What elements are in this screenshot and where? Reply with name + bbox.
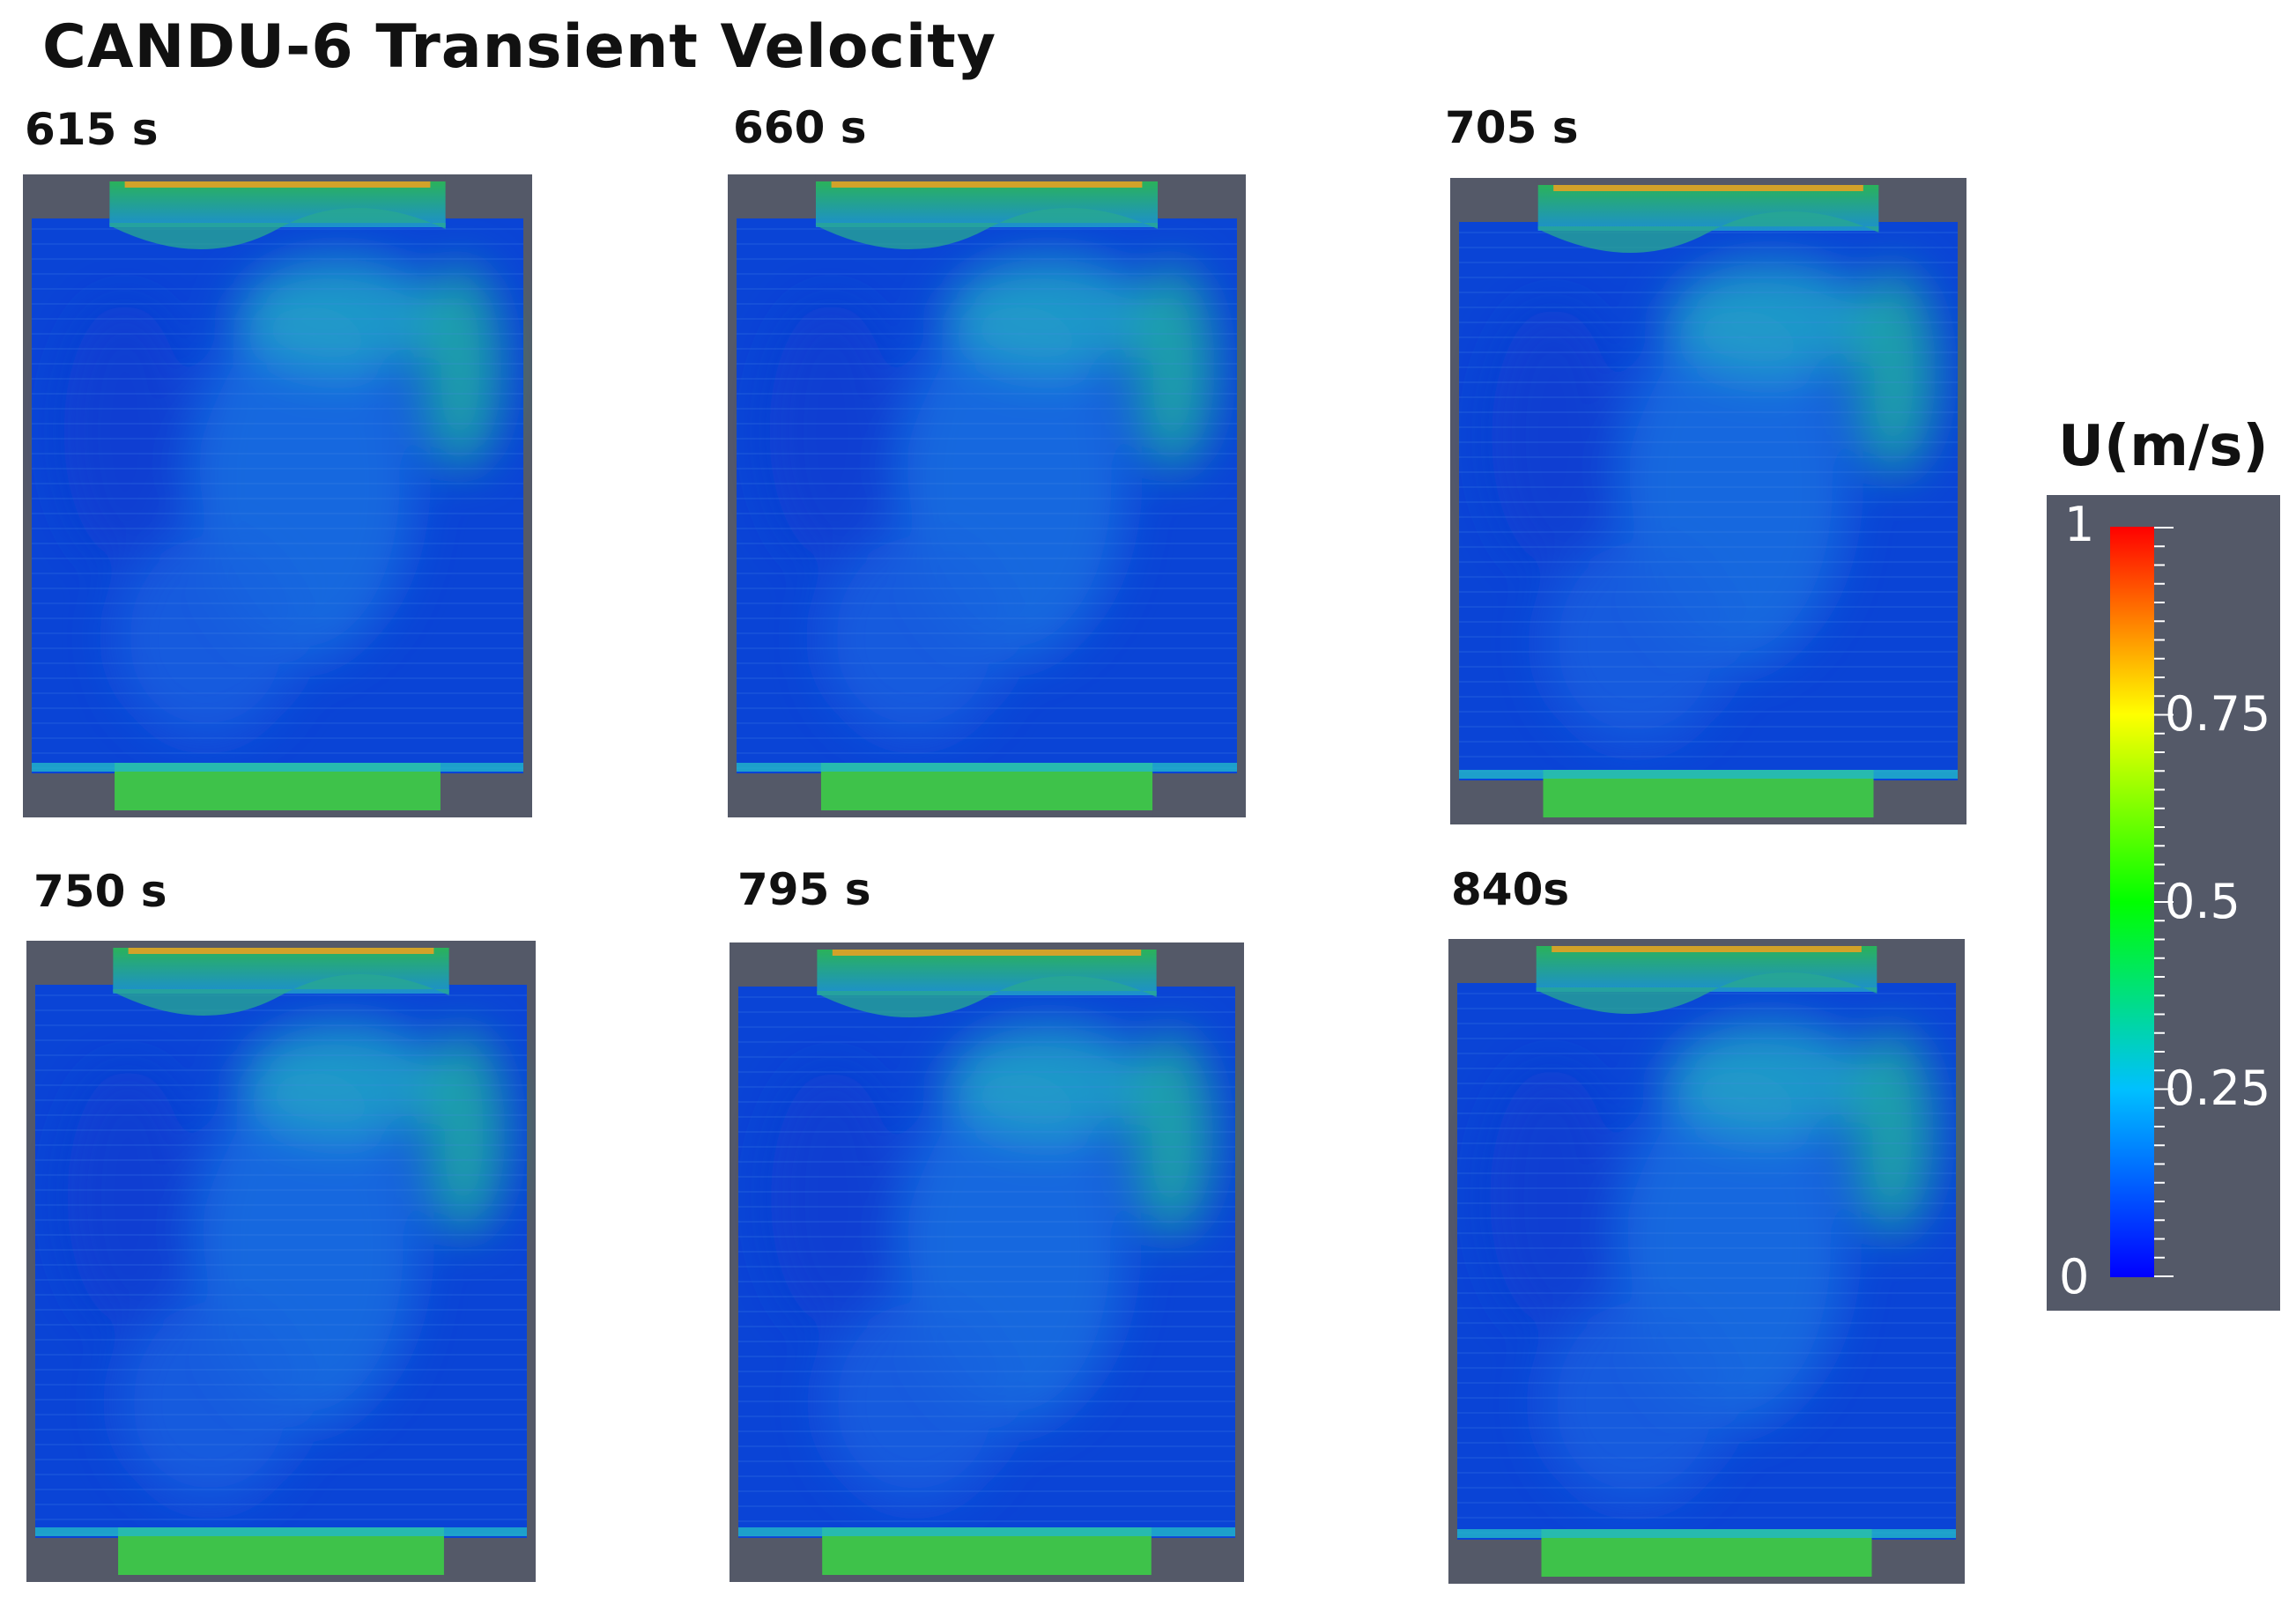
figure-title: CANDU-6 Transient Velocity [42,12,997,82]
panel-label-750: 750 s [33,866,167,917]
colorbar-title: U(m/s) [2058,414,2269,479]
panel-label-705: 705 s [1445,102,1579,153]
velocity-field-840 [1448,939,1965,1584]
velocity-field-750 [26,941,536,1582]
colorbar-tick-075: 0.75 [2165,686,2271,742]
panel-label-840: 840s [1451,864,1570,915]
colorbar: 1 0.75 0.5 0.25 0 [2047,495,2280,1311]
panel-label-615: 615 s [25,104,159,155]
colorbar-gradient [2110,527,2154,1277]
velocity-field-615 [23,174,532,817]
velocity-field-660 [728,174,1246,817]
panel-label-795: 795 s [737,864,871,915]
colorbar-max-label: 1 [2064,497,2095,552]
velocity-field-705 [1450,178,1966,824]
panel-label-660: 660 s [733,102,867,153]
colorbar-min-label: 0 [2059,1249,2090,1305]
colorbar-tick-05: 0.5 [2165,874,2240,929]
velocity-field-795 [730,942,1244,1582]
colorbar-tick-025: 0.25 [2165,1061,2271,1116]
colorbar-ticks [2154,527,2174,1277]
